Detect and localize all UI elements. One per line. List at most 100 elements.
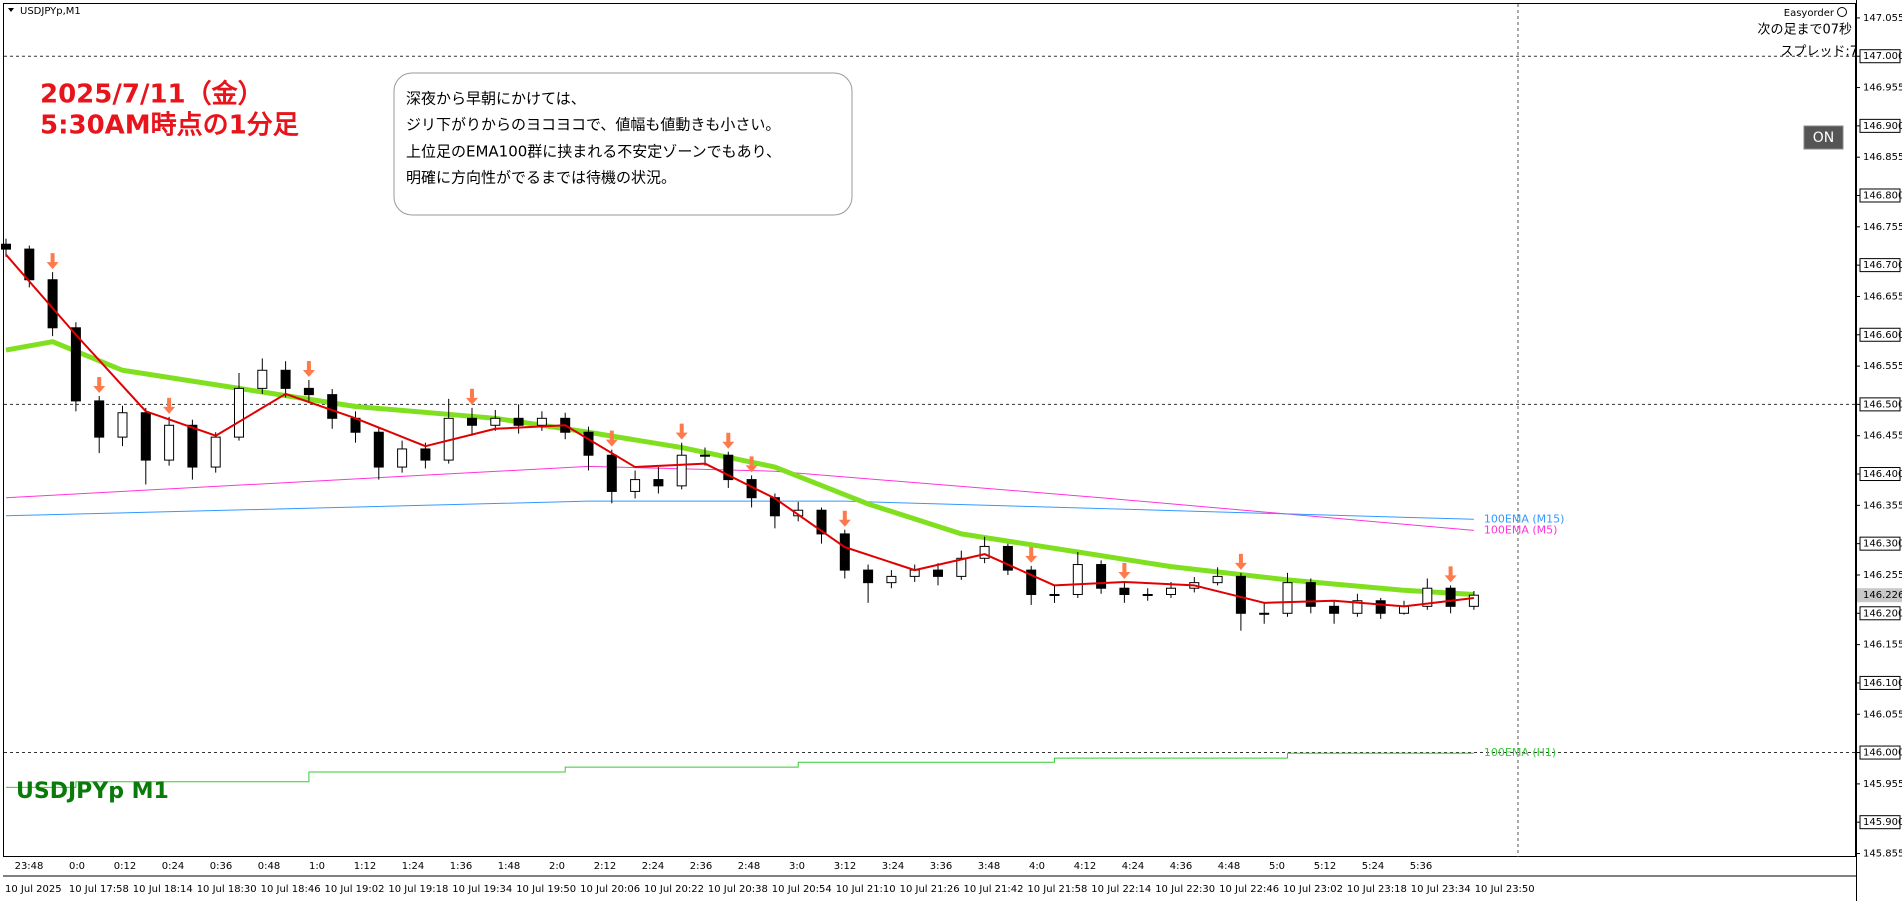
candle-body [1049, 593, 1060, 596]
time-label: 3:24 [882, 861, 904, 872]
panel-close[interactable] [1837, 7, 1847, 17]
y-tick-label: 146.800 [1863, 190, 1902, 201]
y-tick-box [1859, 327, 1901, 342]
time-label: 3:36 [930, 861, 952, 872]
x-tick-label: 10 Jul 17:58 [69, 884, 129, 895]
candle-body [1166, 587, 1176, 595]
note-line: 明確に方向性がでるまでは待機の状況。 [406, 169, 676, 187]
time-label: 1:0 [309, 861, 325, 872]
candle-body [1142, 593, 1153, 596]
on-button-label[interactable]: ON [1813, 130, 1835, 146]
candle-body [583, 431, 594, 456]
candle-body [1445, 587, 1456, 607]
candle-body [187, 424, 198, 468]
x-tick-label: 10 Jul 22:14 [1091, 884, 1151, 895]
time-label: 0:0 [69, 861, 85, 872]
symbol-label: USDJPYp,M1 [20, 6, 81, 17]
y-tick-box [1859, 188, 1901, 203]
time-label: 0:24 [162, 861, 184, 872]
candle-body [536, 417, 547, 426]
panel-name: Easyorder [1784, 8, 1835, 19]
menu-arrow[interactable] [8, 8, 14, 12]
candle-body [327, 394, 338, 419]
x-tick-label: 10 Jul 20:06 [580, 884, 640, 895]
indicator-label: 100EMA (H1) [1484, 746, 1556, 759]
y-tick-box [1859, 49, 1901, 64]
y-tick-label: 145.955 [1863, 779, 1902, 790]
y-tick-box [1859, 467, 1901, 482]
candle-body [397, 448, 408, 468]
y-tick-label: 146.400 [1863, 469, 1902, 480]
indicator-line [5, 465, 1474, 531]
time-label: 1:48 [498, 861, 520, 872]
y-tick-label: 146.100 [1863, 678, 1902, 689]
candle-body [839, 533, 850, 571]
candle-body [467, 417, 477, 426]
current-price-box [1857, 588, 1902, 603]
time-label: 1:36 [450, 861, 472, 872]
candle-body [606, 454, 617, 492]
x-tick-label: 10 Jul 20:22 [644, 884, 704, 895]
candle-body [1329, 605, 1340, 614]
candle-body [676, 454, 687, 487]
y-tick-box [1859, 675, 1901, 690]
candle-body [1, 243, 11, 250]
time-label: 1:24 [402, 861, 424, 872]
candle-body [234, 387, 244, 438]
signal-arrow [605, 430, 618, 447]
time-label: 5:12 [1314, 861, 1336, 872]
candle-body [1096, 564, 1107, 589]
candle-body [210, 436, 221, 468]
y-tick-label: 146.055 [1863, 709, 1902, 720]
x-tick-label: 10 Jul 18:14 [133, 884, 193, 895]
note-line: 深夜から早朝にかけては、 [406, 90, 586, 108]
time-label: 2:24 [642, 861, 664, 872]
x-tick-label: 10 Jul 22:30 [1155, 884, 1215, 895]
candle-body [303, 387, 314, 396]
x-tick-label: 10 Jul 21:10 [836, 884, 896, 895]
on-button[interactable] [1803, 125, 1844, 150]
signal-arrow [1118, 562, 1131, 579]
y-tick-label: 146.755 [1863, 222, 1902, 233]
note-line: 上位足のEMA100群に挟まれる不安定ゾーンでもあり、 [406, 143, 781, 161]
time-label: 4:12 [1074, 861, 1096, 872]
candle-body [1352, 600, 1363, 614]
indicator-label: 100EMA (M5) [1484, 523, 1558, 536]
time-label: 5:36 [1410, 861, 1432, 872]
signal-arrow [466, 388, 478, 405]
candle-body [1119, 587, 1130, 595]
indicator-label: 100EMA (M15) [1484, 512, 1565, 525]
time-label: 23:48 [15, 861, 44, 872]
y-tick-box [1859, 397, 1901, 412]
candle-body [1026, 569, 1037, 595]
candle-body [24, 248, 35, 281]
y-tick-box [1859, 118, 1901, 133]
candle-body [863, 569, 874, 584]
time-label: 5:24 [1362, 861, 1384, 872]
signal-arrow [675, 423, 688, 440]
y-tick-label: 146.900 [1863, 121, 1902, 132]
spread: スプレッド:7 [1780, 45, 1858, 60]
y-tick-label: 146.300 [1863, 539, 1902, 550]
candle-body [1235, 575, 1246, 614]
indicator-line [5, 500, 1474, 520]
candle-body [1468, 594, 1479, 607]
candle-body [1002, 545, 1013, 571]
candle-body [1072, 564, 1083, 595]
candle-body [373, 431, 384, 468]
candle-body [723, 454, 734, 481]
time-label: 4:48 [1218, 861, 1240, 872]
y-tick-label: 145.900 [1863, 817, 1902, 828]
signal-arrow [1444, 566, 1457, 583]
time-label: 2:12 [594, 861, 616, 872]
candle-body [1282, 582, 1293, 614]
time-label: 2:36 [690, 861, 712, 872]
x-tick-label: 10 Jul 21:26 [900, 884, 960, 895]
signal-arrow [745, 456, 758, 473]
x-tick-label: 10 Jul 20:54 [772, 884, 832, 895]
candle-body [94, 400, 105, 438]
candle-body [933, 569, 943, 577]
y-tick-label: 146.455 [1863, 431, 1902, 442]
